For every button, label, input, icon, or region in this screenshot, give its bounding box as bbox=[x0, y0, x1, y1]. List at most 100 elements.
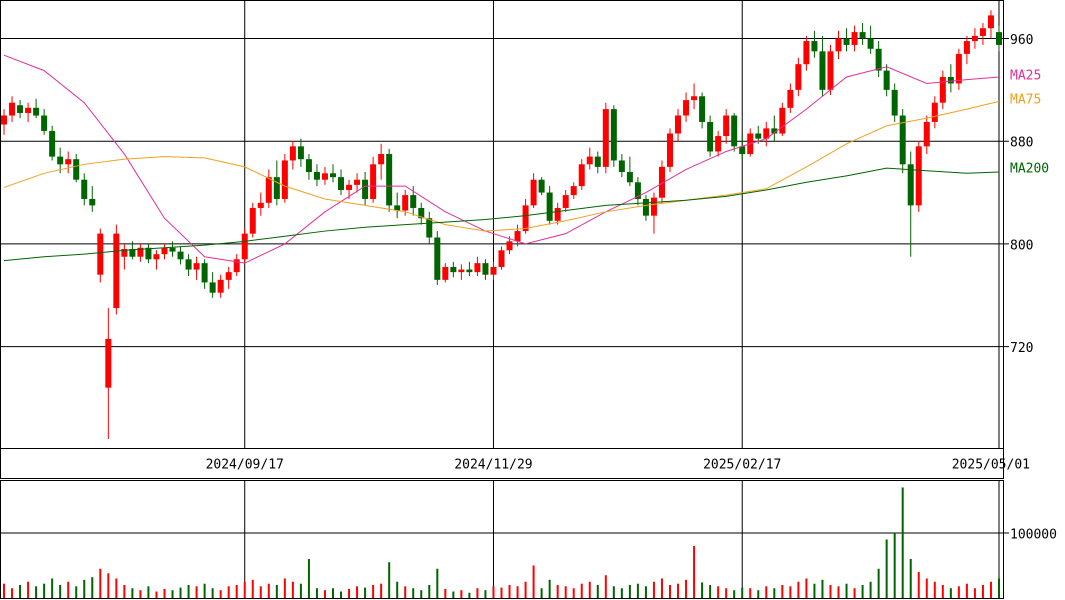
volume-bar bbox=[949, 588, 952, 598]
volume-bar bbox=[452, 591, 455, 598]
volume-bar bbox=[83, 579, 86, 598]
volume-bar bbox=[420, 590, 423, 598]
volume-bar bbox=[323, 590, 326, 598]
candle-body bbox=[618, 160, 625, 173]
volume-bar bbox=[540, 588, 543, 598]
x-tick-label: 2024/11/29 bbox=[454, 458, 532, 473]
volume-bar bbox=[773, 588, 776, 598]
candle-body bbox=[169, 247, 176, 252]
volume-bar bbox=[532, 565, 535, 598]
volume-bar bbox=[195, 586, 198, 598]
candle-body bbox=[482, 263, 489, 275]
candle-body bbox=[346, 184, 353, 190]
volume-bar bbox=[925, 578, 928, 598]
volume-bar bbox=[620, 588, 623, 598]
candle-body bbox=[289, 146, 296, 161]
candle-body bbox=[129, 249, 136, 257]
candle-body bbox=[626, 172, 633, 183]
volume-bar bbox=[965, 583, 968, 598]
volume-bar bbox=[580, 583, 583, 598]
volume-bar bbox=[717, 586, 720, 598]
volume-bar bbox=[43, 583, 46, 598]
volume-bar bbox=[460, 590, 463, 598]
candle-body bbox=[514, 231, 521, 242]
volume-bar bbox=[556, 584, 559, 598]
candle-body bbox=[177, 251, 184, 260]
volume-bar bbox=[524, 581, 527, 598]
volume-bar bbox=[789, 586, 792, 598]
volume-bar bbox=[115, 578, 118, 598]
volume-bar bbox=[572, 588, 575, 598]
candle-body bbox=[265, 177, 272, 203]
candle-body bbox=[33, 107, 40, 116]
volume-bar bbox=[243, 581, 246, 598]
volume-bar bbox=[283, 578, 286, 598]
volume-bar bbox=[685, 579, 688, 598]
volume-bar bbox=[669, 584, 672, 598]
volume-bar bbox=[612, 586, 615, 598]
candle-body bbox=[81, 179, 88, 199]
candle-body bbox=[915, 146, 922, 206]
candle-body bbox=[594, 156, 601, 167]
candle-body bbox=[257, 202, 264, 208]
volume-bar bbox=[564, 586, 567, 598]
volume-bar bbox=[59, 584, 62, 598]
candle-body bbox=[249, 207, 256, 234]
candle-body bbox=[891, 89, 898, 116]
candle-body bbox=[731, 115, 738, 147]
candle-body bbox=[859, 32, 866, 39]
volume-bar bbox=[219, 590, 222, 598]
candle-body bbox=[498, 250, 505, 268]
volume-bar bbox=[203, 583, 206, 598]
volume-bar bbox=[829, 584, 832, 598]
candle-body bbox=[41, 115, 48, 131]
date-strip bbox=[0, 448, 1004, 479]
volume-bar bbox=[797, 581, 800, 598]
volume-bar bbox=[331, 588, 334, 598]
candle-body bbox=[193, 263, 200, 270]
volume-bar bbox=[757, 590, 760, 598]
volume-bar bbox=[67, 581, 70, 598]
candle-body bbox=[522, 205, 529, 232]
candle-body bbox=[17, 105, 24, 113]
candle-body bbox=[450, 267, 457, 273]
volume-bar bbox=[893, 532, 896, 598]
volume-bar bbox=[548, 579, 551, 598]
volume-bar bbox=[709, 584, 712, 598]
candle-body bbox=[642, 198, 649, 216]
volume-bar bbox=[933, 581, 936, 598]
candle-body bbox=[362, 179, 369, 199]
candle-body bbox=[137, 247, 144, 257]
volume-bar bbox=[693, 545, 696, 598]
candle-body bbox=[675, 115, 682, 134]
candle-body bbox=[971, 35, 978, 42]
volume-bar bbox=[179, 587, 182, 598]
candle-body bbox=[313, 172, 320, 180]
candle-body bbox=[201, 263, 208, 283]
candle-body bbox=[113, 233, 120, 309]
candle-body bbox=[65, 159, 72, 165]
volume-frame bbox=[0, 480, 1004, 599]
candle-body bbox=[410, 195, 417, 208]
volume-bar bbox=[500, 587, 503, 598]
volume-bar bbox=[107, 573, 110, 598]
candle-body bbox=[787, 89, 794, 108]
candle-body bbox=[795, 64, 802, 90]
candle-body bbox=[89, 198, 96, 206]
candle-body bbox=[650, 197, 657, 216]
candle-body bbox=[683, 100, 690, 116]
candle-body bbox=[723, 115, 730, 137]
candle-body bbox=[610, 109, 617, 161]
volume-bar bbox=[821, 579, 824, 598]
volume-bar bbox=[444, 588, 447, 598]
candle-body bbox=[378, 154, 385, 165]
candle-body bbox=[329, 173, 336, 178]
volume-bar bbox=[885, 539, 888, 598]
volume-bar bbox=[3, 583, 6, 598]
candle-body bbox=[923, 121, 930, 147]
volume-bar bbox=[749, 588, 752, 598]
volume-bar bbox=[733, 590, 736, 598]
volume-bar bbox=[171, 590, 174, 598]
candle-body bbox=[995, 32, 1002, 45]
